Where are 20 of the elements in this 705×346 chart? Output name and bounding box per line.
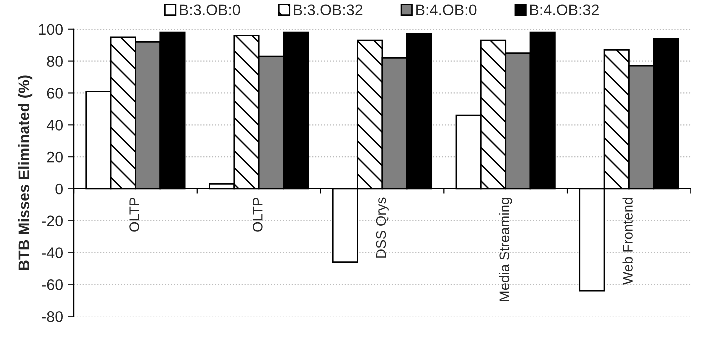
y-tick-label: 40 bbox=[46, 120, 64, 131]
y-axis-title: BTB Misses Eliminated (%) bbox=[18, 76, 33, 270]
x-tick-label: DSS Qrys bbox=[376, 198, 389, 258]
legend-label: B:4.OB:0 bbox=[416, 4, 477, 16]
x-tick-label: Web Frontend bbox=[622, 198, 633, 285]
x-tick-label: OLTP bbox=[130, 198, 140, 232]
y-tick-label: 0 bbox=[56, 184, 64, 195]
y-tick-label: 80 bbox=[47, 56, 64, 68]
x-tick-label: Media Streaming bbox=[499, 198, 512, 302]
legend-label: B:4.OB:32 bbox=[530, 4, 599, 16]
y-tick-label: -20 bbox=[42, 216, 64, 227]
x-tick-label: OLTP bbox=[252, 198, 263, 232]
y-tick-label: -40 bbox=[42, 248, 64, 258]
y-tick-label: 60 bbox=[47, 88, 64, 99]
y-tick-label: -80 bbox=[42, 311, 64, 322]
legend-label: B:3.OB:0 bbox=[180, 4, 240, 16]
legend-label: B:3.OB:32 bbox=[294, 4, 363, 16]
y-tick-label: 100 bbox=[39, 24, 64, 36]
y-tick-label: -60 bbox=[42, 280, 64, 290]
y-tick-label: 20 bbox=[47, 152, 64, 163]
